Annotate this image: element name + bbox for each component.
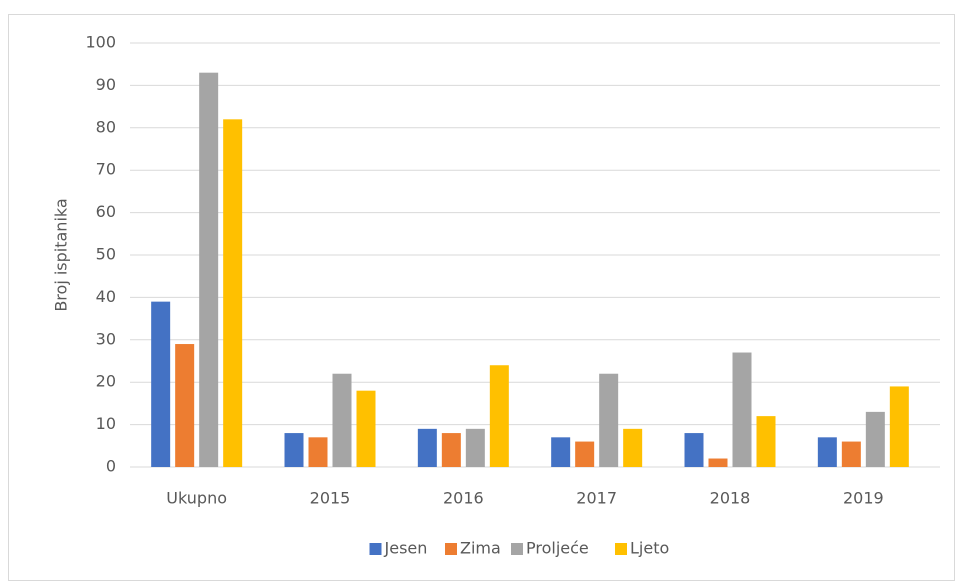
bar xyxy=(708,458,728,467)
legend-swatch xyxy=(511,543,523,555)
legend-swatch xyxy=(369,543,382,555)
legend-swatch xyxy=(445,543,457,555)
bar xyxy=(441,433,461,467)
legend-label: Jesen xyxy=(384,539,428,558)
bar xyxy=(308,437,328,467)
y-tick-label: 80 xyxy=(96,117,116,136)
bar xyxy=(175,344,195,467)
bar xyxy=(889,386,909,467)
x-tick-label: 2016 xyxy=(443,489,484,508)
bar xyxy=(151,301,171,467)
legend-swatch xyxy=(615,543,627,555)
x-tick-label: 2015 xyxy=(310,489,351,508)
bar xyxy=(356,390,376,467)
bar xyxy=(223,119,243,467)
bar xyxy=(489,365,509,467)
bar xyxy=(623,428,643,467)
legend-label: Ljeto xyxy=(630,539,669,558)
y-tick-label: 90 xyxy=(96,75,116,94)
x-tick-label: 2018 xyxy=(710,489,751,508)
bar xyxy=(756,416,776,467)
bar xyxy=(417,428,437,467)
bar xyxy=(732,352,752,467)
y-axis-label: Broj ispitanika xyxy=(52,198,71,311)
bar xyxy=(332,373,352,467)
bar xyxy=(575,441,595,467)
y-tick-label: 20 xyxy=(96,372,116,391)
bar xyxy=(599,373,619,467)
x-tick-label: 2019 xyxy=(843,489,884,508)
y-tick-label: 100 xyxy=(85,33,116,52)
y-tick-label: 40 xyxy=(96,287,116,306)
bar xyxy=(817,437,837,467)
bar xyxy=(284,433,304,467)
bar xyxy=(551,437,571,467)
y-tick-label: 0 xyxy=(106,457,116,476)
y-tick-label: 60 xyxy=(96,202,116,221)
bar xyxy=(199,72,219,468)
x-tick-label: 2017 xyxy=(576,489,617,508)
y-tick-label: 70 xyxy=(96,160,116,179)
bar xyxy=(465,428,485,467)
bar xyxy=(841,441,861,467)
bar xyxy=(684,433,704,467)
legend-label: Proljeće xyxy=(526,539,589,558)
x-tick-label: Ukupno xyxy=(166,489,227,508)
y-tick-label: 10 xyxy=(96,414,116,433)
bar xyxy=(865,411,885,467)
y-tick-label: 50 xyxy=(96,245,116,264)
legend-label: Zima xyxy=(460,539,501,558)
y-tick-label: 30 xyxy=(96,329,116,348)
